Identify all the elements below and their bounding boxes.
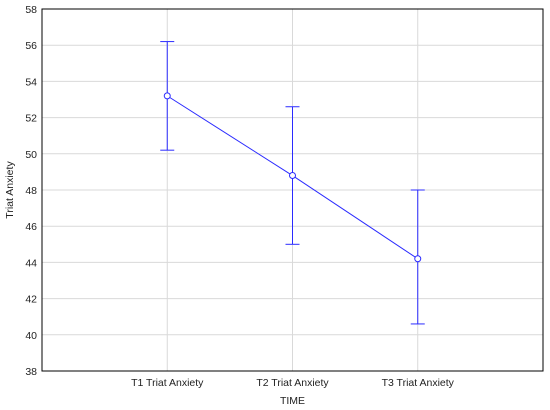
x-tick-label: T1 Triat Anxiety	[131, 377, 204, 389]
data-point	[289, 172, 296, 180]
data-point	[414, 255, 422, 263]
points	[163, 92, 422, 263]
y-tick-label: 42	[25, 294, 37, 306]
y-tick-label: 56	[25, 40, 37, 52]
y-tick-labels: 38 40 42 44 46 48 50 52 54 56 58	[25, 4, 37, 378]
y-tick-label: 52	[25, 113, 37, 125]
y-axis-title: Triat Anxiety	[4, 161, 16, 219]
y-tick-label: 58	[25, 4, 37, 16]
y-tick-label: 40	[25, 330, 37, 342]
y-tick-label: 54	[25, 76, 37, 88]
y-tick-label: 50	[25, 149, 37, 161]
y-tick-label: 44	[25, 257, 37, 269]
x-tick-labels: T1 Triat Anxiety T2 Triat Anxiety T3 Triat…	[131, 377, 455, 389]
data-point	[163, 92, 171, 100]
plot-frame	[41, 8, 544, 372]
y-tick-label: 48	[25, 185, 37, 197]
x-tick-label: T2 Triat Anxiety	[256, 377, 329, 389]
x-axis-title: TIME	[280, 395, 305, 407]
y-tick-label: 46	[25, 221, 37, 233]
y-tick-label: 38	[25, 366, 37, 378]
x-tick-label: T3 Triat Anxiety	[382, 377, 455, 389]
